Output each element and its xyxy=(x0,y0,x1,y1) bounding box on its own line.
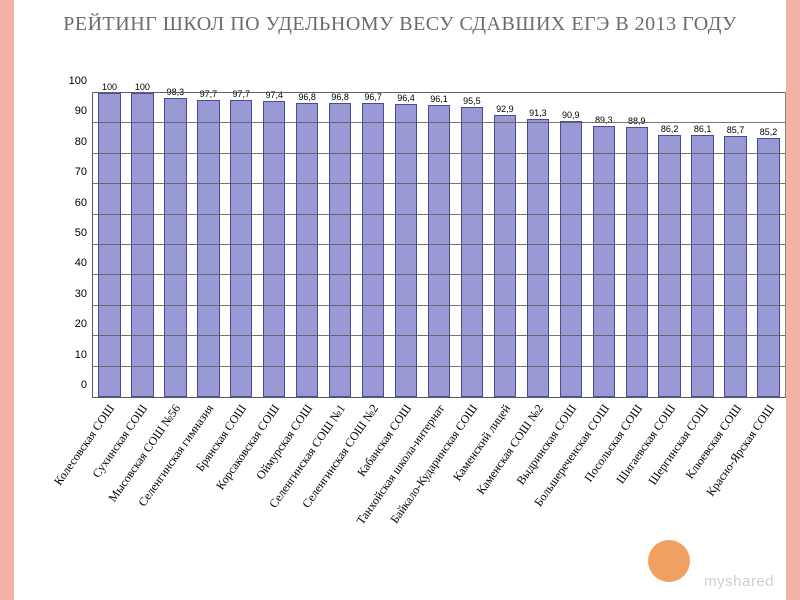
bar xyxy=(527,119,549,397)
bar xyxy=(461,107,483,397)
decorative-circle-icon xyxy=(648,540,690,582)
page-title: РЕЙТИНГ ШКОЛ ПО УДЕЛЬНОМУ ВЕСУ СДАВШИХ Е… xyxy=(0,0,800,43)
y-tick-label: 30 xyxy=(75,288,93,300)
gridline xyxy=(93,305,785,306)
bar xyxy=(560,121,582,397)
y-tick-label: 70 xyxy=(75,166,93,178)
bar xyxy=(658,135,680,397)
bar-value-label: 97,7 xyxy=(233,89,251,99)
y-tick-label: 60 xyxy=(75,197,93,209)
bar xyxy=(197,100,219,397)
bar-value-label: 96,1 xyxy=(430,94,448,104)
bar xyxy=(724,136,746,397)
bar xyxy=(98,93,120,397)
bar-value-label: 100 xyxy=(135,82,150,92)
bar-value-label: 91,3 xyxy=(529,108,547,118)
bar xyxy=(626,127,648,397)
bar xyxy=(593,126,615,397)
bar-value-label: 90,9 xyxy=(562,110,580,120)
gridline xyxy=(93,366,785,367)
decorative-stripe-left xyxy=(0,0,14,600)
bar-value-label: 96,8 xyxy=(298,92,316,102)
bar-value-label: 85,2 xyxy=(760,127,778,137)
gridline xyxy=(93,92,785,93)
bar xyxy=(395,104,417,397)
y-tick-label: 10 xyxy=(75,349,93,361)
gridline xyxy=(93,214,785,215)
bar xyxy=(329,103,351,397)
watermark-text: myshared xyxy=(704,573,774,590)
y-tick-label: 0 xyxy=(81,379,93,391)
gridline xyxy=(93,153,785,154)
bar-value-label: 97,7 xyxy=(200,89,218,99)
bar-value-label: 86,1 xyxy=(694,124,712,134)
bar xyxy=(757,138,779,397)
gridline xyxy=(93,274,785,275)
bar xyxy=(164,98,186,397)
bar-value-label: 100 xyxy=(102,82,117,92)
bar-value-label: 92,9 xyxy=(496,104,514,114)
y-tick-label: 40 xyxy=(75,257,93,269)
gridline xyxy=(93,335,785,336)
bar xyxy=(362,103,384,397)
bar-value-label: 95,5 xyxy=(463,96,481,106)
bar xyxy=(131,93,153,397)
bar-value-label: 85,7 xyxy=(727,125,745,135)
decorative-stripe-right xyxy=(786,0,800,600)
gridline xyxy=(93,122,785,123)
bar xyxy=(296,103,318,397)
y-tick-label: 100 xyxy=(69,75,93,87)
bar-chart: 10010098,397,797,797,496,896,896,796,496… xyxy=(56,78,786,398)
bar xyxy=(263,101,285,397)
bar-value-label: 86,2 xyxy=(661,124,679,134)
y-tick-label: 20 xyxy=(75,318,93,330)
y-tick-label: 80 xyxy=(75,136,93,148)
gridline xyxy=(93,183,785,184)
bar-value-label: 96,8 xyxy=(331,92,349,102)
bars-container: 10010098,397,797,797,496,896,896,796,496… xyxy=(93,93,785,397)
y-tick-label: 50 xyxy=(75,227,93,239)
bar xyxy=(494,115,516,397)
bar-value-label: 96,4 xyxy=(397,93,415,103)
plot-area: 10010098,397,797,797,496,896,896,796,496… xyxy=(92,92,786,398)
bar xyxy=(230,100,252,397)
bar xyxy=(428,105,450,397)
bar-value-label: 96,7 xyxy=(364,92,382,102)
bar-value-label: 88,9 xyxy=(628,116,646,126)
bar xyxy=(691,135,713,397)
gridline xyxy=(93,244,785,245)
y-tick-label: 90 xyxy=(75,105,93,117)
